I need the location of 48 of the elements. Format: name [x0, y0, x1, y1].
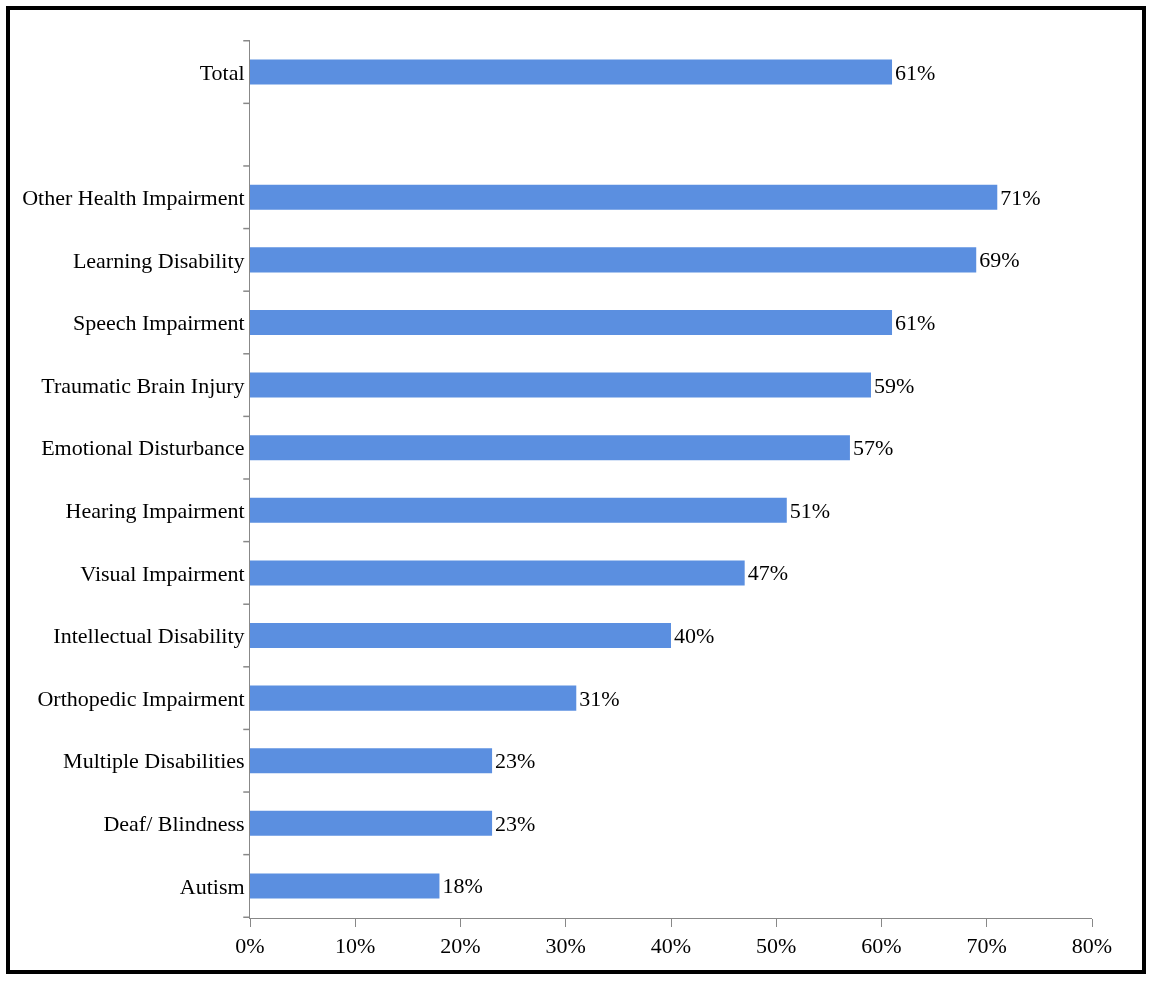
bar: [250, 748, 493, 774]
data-label: 18%: [442, 873, 483, 899]
bar: [250, 497, 787, 523]
data-label: 23%: [495, 810, 536, 836]
data-label: 57%: [852, 435, 894, 461]
data-label: 61%: [895, 59, 936, 85]
y-tick-label: Total: [199, 59, 245, 85]
y-tick-label: Autism: [179, 873, 245, 899]
bar: [250, 810, 493, 836]
x-tick-label: 60%: [861, 933, 902, 959]
y-tick-label: Visual Impairment: [80, 560, 245, 586]
bar: [250, 685, 577, 711]
bar: [250, 184, 998, 210]
data-label: 51%: [789, 497, 831, 523]
x-tick-label: 50%: [756, 933, 797, 959]
bar: [250, 59, 893, 85]
bar: [250, 309, 893, 335]
bar: [250, 435, 850, 461]
data-label: 61%: [895, 309, 936, 335]
y-tick-label: Speech Impairment: [72, 310, 245, 336]
data-label: 31%: [579, 685, 620, 711]
bar: [250, 247, 977, 273]
data-label: 71%: [1000, 184, 1041, 210]
x-tick-label: 10%: [335, 933, 376, 959]
y-tick-label: Learning Disability: [72, 247, 245, 273]
bar: [250, 623, 671, 649]
bar: [250, 372, 871, 398]
x-tick-label: 40%: [650, 933, 692, 959]
bar: [250, 873, 440, 899]
y-tick-label: Emotional Disturbance: [41, 435, 245, 461]
y-tick-label: Traumatic Brain Injury: [41, 372, 245, 398]
y-tick-label: Hearing Impairment: [65, 498, 245, 523]
y-tick-label: Intellectual Disability: [53, 623, 245, 649]
data-label: 23%: [495, 748, 536, 774]
x-tick-label: 70%: [966, 933, 1007, 959]
data-label: 59%: [873, 372, 915, 398]
x-tick-label: 30%: [545, 933, 586, 959]
y-tick-label: Deaf/ Blindness: [103, 811, 245, 837]
data-label: 69%: [979, 247, 1020, 273]
y-tick-label: Orthopedic Impairment: [37, 685, 245, 711]
data-label: 40%: [674, 623, 715, 649]
bar: [250, 560, 745, 586]
x-tick-label: 80%: [1071, 933, 1113, 959]
x-tick-label: 20%: [440, 933, 481, 959]
y-tick-label: Other Health Impairment: [22, 184, 245, 210]
data-label: 47%: [747, 560, 789, 586]
x-tick-label: 0%: [235, 933, 265, 959]
y-tick-label: Multiple Disabilities: [63, 748, 245, 774]
